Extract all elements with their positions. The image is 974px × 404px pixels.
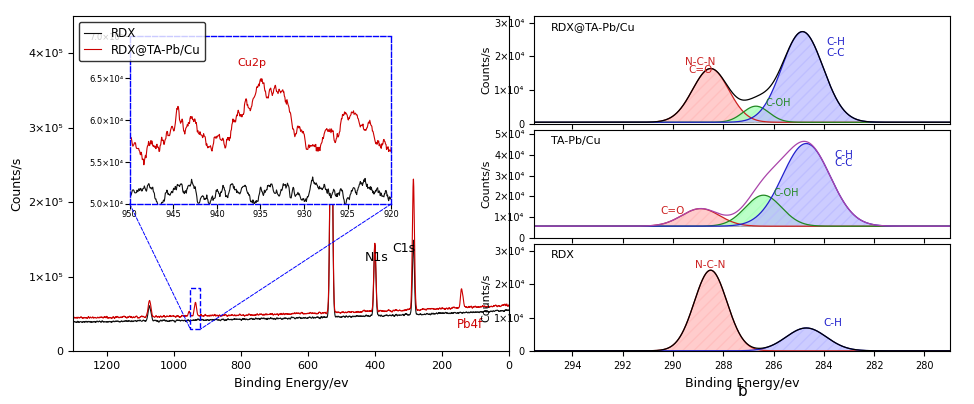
Text: C-H: C-H: [834, 150, 853, 160]
Text: N-C-N: N-C-N: [695, 259, 726, 269]
Text: b: b: [737, 384, 747, 399]
Text: C-H: C-H: [824, 318, 843, 328]
Text: O1s: O1s: [319, 53, 344, 65]
RDX@TA-Pb/Cu: [325, 35, 337, 40]
RDX: [117, 319, 129, 324]
Y-axis label: Counts/s: Counts/s: [481, 46, 492, 94]
RDX: [73, 320, 85, 325]
X-axis label: Binding Energy/ev: Binding Energy/ev: [234, 377, 349, 390]
RDX: [253, 316, 265, 321]
RDX: [143, 305, 155, 310]
Text: C-OH: C-OH: [773, 188, 799, 198]
Line: RDX: RDX: [73, 41, 509, 322]
RDX@TA-Pb/Cu: [143, 301, 155, 306]
Text: C-C: C-C: [834, 158, 852, 168]
Text: C-OH: C-OH: [766, 98, 792, 108]
RDX: [448, 310, 460, 315]
RDX: [495, 308, 506, 313]
RDX: [235, 317, 246, 322]
Text: TA-Pb/Cu: TA-Pb/Cu: [551, 136, 601, 146]
RDX@TA-Pb/Cu: [67, 316, 79, 321]
RDX@TA-Pb/Cu: [117, 315, 129, 320]
Text: C=O: C=O: [660, 206, 685, 216]
RDX: [504, 307, 515, 312]
RDX@TA-Pb/Cu: [235, 312, 246, 317]
RDX@TA-Pb/Cu: [495, 304, 506, 309]
Text: C-C: C-C: [826, 48, 844, 59]
Y-axis label: Counts/s: Counts/s: [481, 274, 492, 322]
Text: C-H: C-H: [826, 37, 845, 47]
RDX: [325, 39, 337, 44]
RDX@TA-Pb/Cu: [253, 312, 265, 317]
Text: Pb4f: Pb4f: [458, 318, 483, 330]
Legend: RDX, RDX@TA-Pb/Cu: RDX, RDX@TA-Pb/Cu: [79, 22, 206, 61]
Text: RDX: RDX: [551, 250, 575, 260]
Text: C1s: C1s: [393, 242, 416, 255]
Bar: [190, 288, 201, 329]
Text: N1s: N1s: [364, 251, 389, 264]
Y-axis label: Counts/s: Counts/s: [10, 157, 23, 211]
Text: C=O: C=O: [689, 65, 713, 75]
RDX@TA-Pb/Cu: [448, 305, 460, 309]
RDX: [67, 320, 79, 324]
Line: RDX@TA-Pb/Cu: RDX@TA-Pb/Cu: [73, 38, 509, 319]
Text: N-C-N: N-C-N: [686, 57, 716, 67]
X-axis label: Binding Energy/ev: Binding Energy/ev: [685, 377, 800, 390]
Y-axis label: Counts/s: Counts/s: [481, 160, 492, 208]
RDX@TA-Pb/Cu: [504, 303, 515, 307]
Text: RDX@TA-Pb/Cu: RDX@TA-Pb/Cu: [551, 22, 636, 32]
